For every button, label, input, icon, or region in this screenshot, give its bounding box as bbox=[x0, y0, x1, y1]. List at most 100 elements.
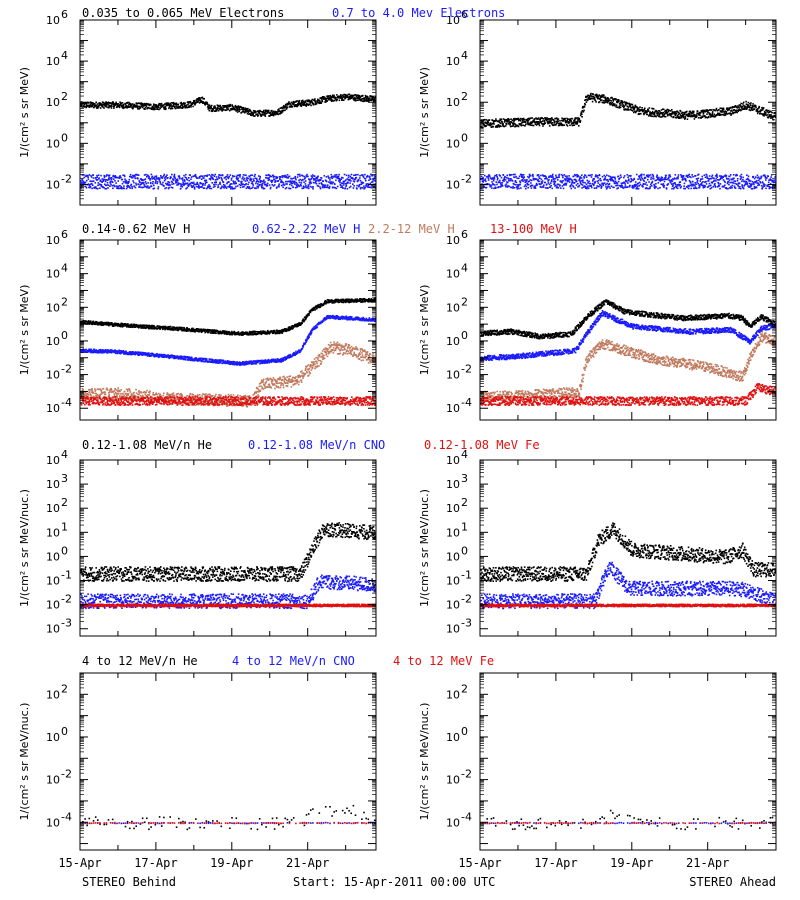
data-point bbox=[596, 185, 598, 187]
data-point bbox=[569, 124, 571, 127]
data-point bbox=[557, 179, 559, 181]
data-point bbox=[611, 178, 613, 180]
data-point bbox=[582, 181, 585, 183]
data-point bbox=[568, 121, 571, 124]
data-point bbox=[492, 183, 495, 186]
data-point bbox=[121, 104, 123, 107]
data-point bbox=[649, 187, 651, 190]
data-point bbox=[179, 105, 181, 108]
data-point bbox=[147, 182, 149, 184]
data-point bbox=[770, 114, 772, 116]
data-point bbox=[675, 114, 677, 116]
data-point bbox=[619, 177, 621, 179]
data-point bbox=[674, 182, 676, 184]
data-point bbox=[495, 175, 498, 177]
data-point bbox=[83, 176, 86, 179]
data-point bbox=[353, 96, 356, 99]
data-point bbox=[123, 174, 126, 177]
data-point bbox=[321, 98, 323, 100]
data-point bbox=[767, 175, 769, 178]
data-point bbox=[746, 106, 749, 108]
data-point bbox=[373, 176, 376, 178]
data-point bbox=[672, 182, 675, 185]
data-point bbox=[331, 100, 333, 102]
data-point bbox=[364, 173, 366, 176]
data-point bbox=[543, 184, 545, 186]
data-point bbox=[228, 185, 231, 187]
data-point bbox=[314, 101, 317, 103]
data-point bbox=[84, 181, 87, 184]
data-point bbox=[284, 109, 286, 112]
data-point bbox=[604, 96, 607, 99]
data-point bbox=[501, 185, 504, 187]
data-point bbox=[585, 186, 587, 189]
data-point bbox=[202, 102, 204, 104]
data-point bbox=[528, 117, 530, 120]
data-point bbox=[136, 102, 139, 105]
data-point bbox=[179, 177, 181, 180]
data-point bbox=[727, 109, 729, 112]
data-point bbox=[349, 182, 351, 184]
data-point bbox=[207, 107, 210, 110]
data-point bbox=[746, 174, 748, 176]
data-point bbox=[296, 104, 299, 106]
data-point bbox=[369, 97, 371, 99]
data-point bbox=[496, 126, 498, 128]
data-point bbox=[522, 117, 525, 120]
data-point bbox=[760, 176, 763, 178]
data-point bbox=[721, 108, 724, 110]
data-point bbox=[487, 120, 489, 122]
data-point bbox=[523, 185, 526, 188]
data-point bbox=[721, 111, 723, 113]
data-point bbox=[732, 182, 735, 184]
data-point bbox=[525, 185, 528, 188]
data-point bbox=[269, 186, 272, 189]
data-point bbox=[315, 182, 318, 185]
data-point bbox=[762, 184, 765, 186]
data-point bbox=[534, 177, 536, 180]
data-point bbox=[529, 124, 532, 126]
data-point bbox=[483, 179, 485, 182]
data-point bbox=[237, 178, 239, 181]
data-point bbox=[119, 325, 121, 327]
data-point bbox=[158, 178, 161, 180]
data-point bbox=[197, 100, 199, 103]
data-point bbox=[180, 101, 183, 104]
data-point bbox=[623, 176, 625, 179]
data-point bbox=[702, 110, 704, 112]
data-point bbox=[538, 183, 540, 185]
data-point bbox=[556, 117, 558, 119]
data-point bbox=[240, 106, 243, 108]
data-point bbox=[512, 118, 515, 120]
data-point bbox=[730, 113, 733, 115]
data-point bbox=[717, 182, 720, 185]
data-point bbox=[692, 176, 694, 178]
data-point bbox=[553, 124, 555, 126]
data-point bbox=[655, 186, 657, 188]
data-point bbox=[350, 97, 352, 100]
data-point bbox=[717, 179, 719, 181]
data-point bbox=[511, 122, 514, 125]
data-point bbox=[338, 173, 340, 176]
data-point bbox=[750, 102, 752, 104]
data-point bbox=[763, 183, 765, 185]
data-point bbox=[251, 187, 253, 189]
data-point bbox=[592, 95, 595, 98]
data-point bbox=[270, 114, 272, 116]
data-point bbox=[216, 108, 218, 110]
data-point bbox=[306, 99, 309, 102]
data-point bbox=[324, 179, 327, 181]
data-point bbox=[283, 184, 286, 186]
data-point bbox=[734, 111, 736, 114]
data-point bbox=[144, 185, 146, 188]
data-point bbox=[488, 174, 491, 177]
data-point bbox=[701, 115, 703, 118]
data-point bbox=[672, 115, 675, 118]
data-point bbox=[504, 175, 506, 178]
data-point bbox=[524, 121, 527, 124]
data-point bbox=[551, 187, 553, 190]
data-point bbox=[249, 187, 251, 190]
data-point bbox=[690, 183, 693, 186]
data-point bbox=[269, 175, 271, 178]
data-point bbox=[220, 109, 222, 111]
